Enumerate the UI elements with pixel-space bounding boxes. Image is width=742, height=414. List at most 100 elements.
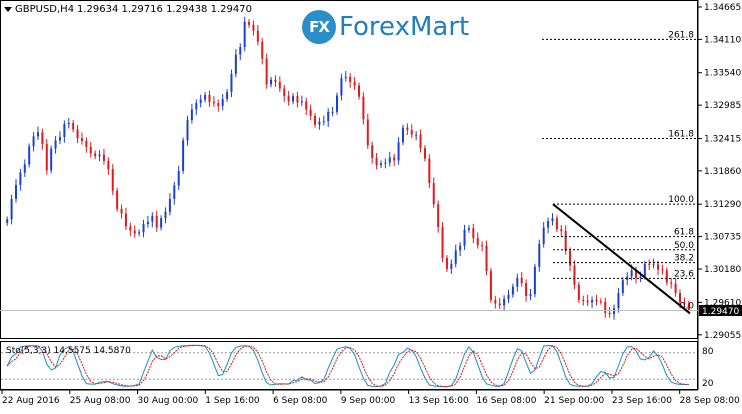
candle-body <box>50 148 53 171</box>
candle-body <box>577 284 580 301</box>
price-tick-label: 1.32415 <box>704 134 741 144</box>
candle-body <box>151 215 154 222</box>
candle-body <box>582 300 585 302</box>
candle-body <box>419 134 422 149</box>
candle-body <box>133 230 136 234</box>
candle-body <box>32 136 35 147</box>
candle-body <box>608 312 611 315</box>
candle-body <box>67 122 70 125</box>
candle-body <box>586 300 589 303</box>
candle-body <box>564 231 567 251</box>
candle-body <box>555 218 558 230</box>
fib-level-label: 50.0 <box>674 241 694 251</box>
candle-body <box>441 226 444 258</box>
price-tick-label: 1.32985 <box>704 101 741 111</box>
candle-body <box>613 308 616 315</box>
price-axis: 1.34665 1.34110 1.33540 1.32985 1.32415 1.318… <box>0 3 741 341</box>
candle-body <box>36 132 39 137</box>
candle-body <box>648 263 651 265</box>
candle-body <box>371 145 374 159</box>
candle-body <box>560 229 563 232</box>
candle-body <box>630 270 633 277</box>
candle-body <box>661 269 664 271</box>
candle-body <box>344 76 347 78</box>
candle-body <box>120 208 123 214</box>
candle-body <box>168 198 171 212</box>
logo-badge: FX <box>302 10 336 44</box>
stochastic-label: Sto(5,3,3) 14.5575 14.5870 <box>6 346 131 356</box>
candle-body <box>28 146 31 165</box>
candle-body <box>529 294 532 296</box>
candle-body <box>450 263 453 270</box>
candle-body <box>520 277 523 284</box>
candle-body <box>467 228 470 230</box>
price-tick-label: 1.29610 <box>704 298 741 308</box>
fib-level-label: 100.0 <box>668 195 694 205</box>
fibonacci-layer[interactable]: 261.8 161.8 100.0 61.8 50.0 38.2 23.6 0.0 <box>542 30 697 312</box>
price-tick-label: 1.30180 <box>704 265 741 275</box>
trendline[interactable] <box>552 203 691 315</box>
candle-body <box>217 103 220 107</box>
time-axis: 22 Aug 2016 25 Aug 08:00 30 Aug 00:00 1 Sep… <box>1 390 740 406</box>
time-tick-label: 6 Sep 08:00 <box>273 396 328 406</box>
candle-body <box>300 101 303 103</box>
candle-body <box>384 162 387 164</box>
candle-body <box>604 301 607 313</box>
candle-body <box>142 224 145 233</box>
candle-body <box>314 115 317 125</box>
candle-body <box>318 121 321 125</box>
candle-body <box>146 221 149 225</box>
collapse-triangle-icon[interactable] <box>4 7 12 12</box>
candle-body <box>164 211 167 219</box>
candle-body <box>190 109 193 121</box>
candle-body <box>397 142 400 161</box>
candle-body <box>23 164 26 173</box>
candle-body <box>643 263 646 277</box>
candle-body <box>683 302 686 304</box>
candle-body <box>357 85 360 97</box>
bid-price-box <box>699 305 742 317</box>
candle-body <box>270 79 273 85</box>
candle-body <box>428 158 431 184</box>
candle-body <box>230 73 233 92</box>
candle-body <box>239 46 242 55</box>
current-price-marker: 1.29470 <box>699 305 742 317</box>
fib-level-label: 261.8 <box>668 30 694 40</box>
candle-body <box>72 122 75 130</box>
candle-body <box>432 183 435 205</box>
candle-body <box>679 293 682 303</box>
candle-body <box>124 213 127 227</box>
candle-body <box>322 121 325 123</box>
candle-body <box>80 138 83 142</box>
candle-body <box>617 293 620 309</box>
candle-body <box>657 264 660 270</box>
candle-body <box>573 265 576 285</box>
candle-body <box>309 109 312 116</box>
candles-layer <box>6 16 690 320</box>
candle-body <box>674 283 677 294</box>
candle-body <box>296 96 299 103</box>
candle-body <box>14 184 17 199</box>
candle-body <box>494 300 497 304</box>
candle-body <box>525 283 528 296</box>
candle-body <box>379 163 382 166</box>
candle-body <box>533 266 536 295</box>
price-tick-label: 1.29055 <box>704 331 741 341</box>
forexmart-logo: FX ForexMart <box>302 8 469 46</box>
candle-body <box>305 101 308 110</box>
candle-body <box>507 294 510 299</box>
candle-body <box>199 99 202 104</box>
candle-body <box>454 250 457 264</box>
main-chart-frame <box>0 0 698 339</box>
candle-body <box>278 82 281 89</box>
price-tick-label: 1.31290 <box>704 200 741 210</box>
candle-body <box>54 140 57 149</box>
candle-body <box>265 58 268 85</box>
fib-level-label: 38.2 <box>674 254 694 264</box>
candle-body <box>595 300 598 302</box>
candle-body <box>107 160 110 170</box>
candle-body <box>76 129 79 139</box>
fib-level-label: 61.8 <box>674 228 694 238</box>
